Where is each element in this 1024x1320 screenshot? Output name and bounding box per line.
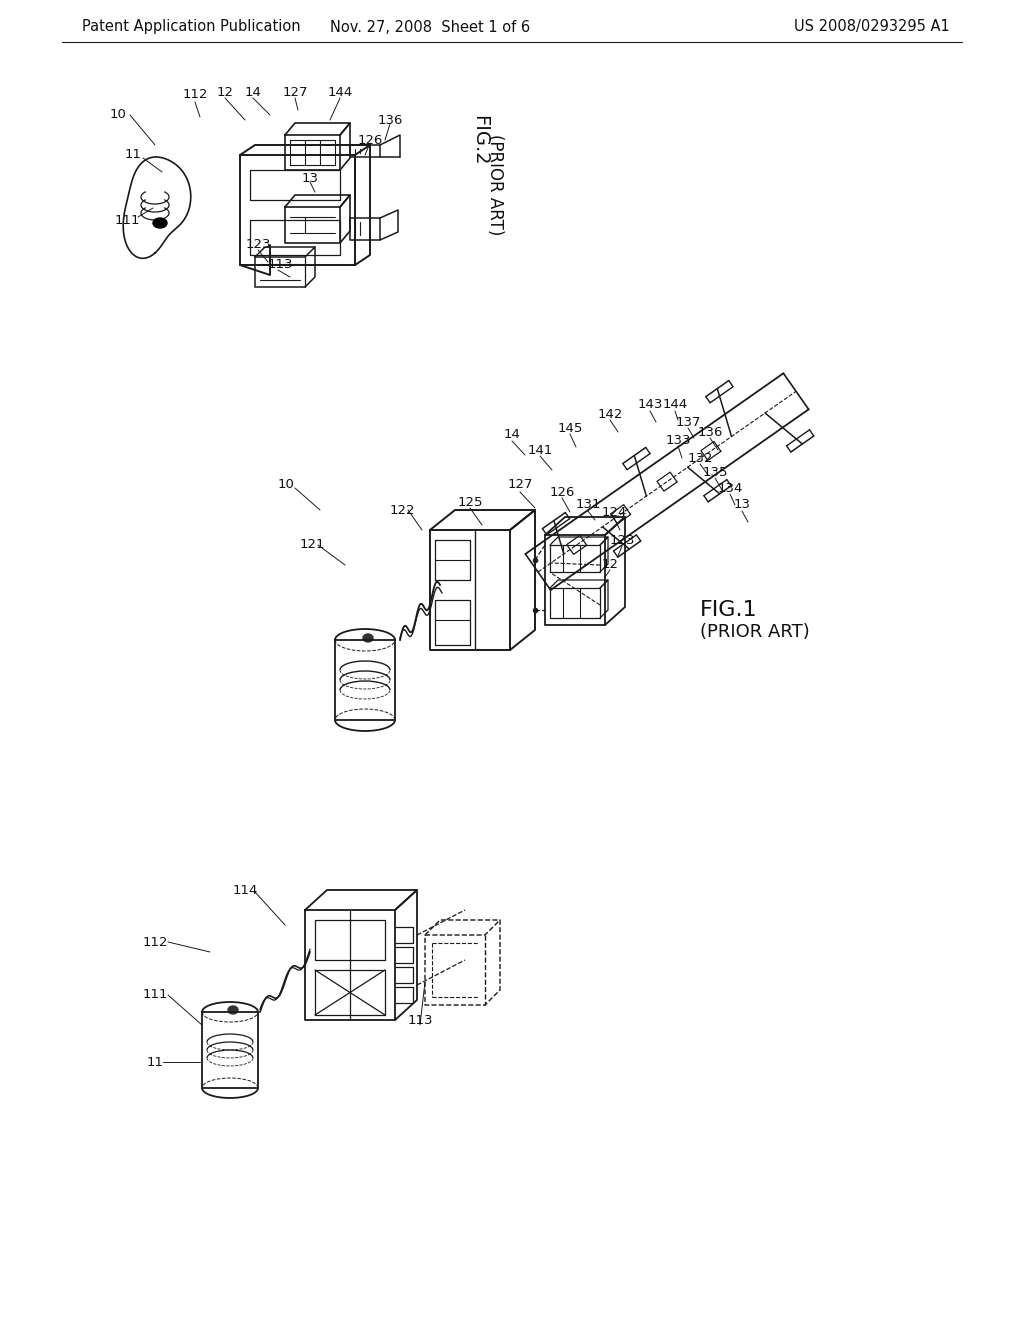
Text: (PRIOR ART): (PRIOR ART) [700, 623, 810, 642]
Ellipse shape [153, 218, 167, 228]
Text: 112: 112 [142, 936, 168, 949]
Text: 111: 111 [142, 989, 168, 1002]
Text: 11: 11 [125, 149, 142, 161]
Text: 14: 14 [245, 86, 261, 99]
Text: 112: 112 [182, 88, 208, 102]
Text: 142: 142 [597, 408, 623, 421]
Text: 123: 123 [246, 239, 270, 252]
Text: 13: 13 [733, 499, 751, 511]
Text: 13: 13 [301, 172, 318, 185]
Ellipse shape [362, 634, 373, 642]
Text: 136: 136 [697, 425, 723, 438]
Text: 121: 121 [300, 539, 326, 552]
Text: FIG.2: FIG.2 [470, 115, 489, 165]
Text: 134: 134 [718, 482, 742, 495]
Text: 12: 12 [601, 558, 618, 572]
Text: 132: 132 [687, 451, 713, 465]
Text: 131: 131 [575, 499, 601, 511]
Text: 11: 11 [146, 1056, 164, 1068]
Text: 145: 145 [557, 421, 583, 434]
Text: 127: 127 [507, 479, 532, 491]
Text: Nov. 27, 2008  Sheet 1 of 6: Nov. 27, 2008 Sheet 1 of 6 [330, 20, 530, 34]
Text: 124: 124 [601, 506, 627, 519]
Text: 113: 113 [267, 259, 293, 272]
Text: 143: 143 [637, 399, 663, 412]
Text: 10: 10 [110, 108, 127, 121]
Text: 114: 114 [232, 883, 258, 896]
Text: (PRIOR ART): (PRIOR ART) [486, 135, 504, 236]
Text: 122: 122 [390, 503, 416, 516]
Text: 141: 141 [527, 444, 553, 457]
Text: 111: 111 [115, 214, 140, 227]
Text: 133: 133 [666, 433, 691, 446]
Text: 123: 123 [609, 533, 635, 546]
Text: 144: 144 [663, 399, 688, 412]
Text: 144: 144 [328, 86, 352, 99]
Text: 135: 135 [702, 466, 728, 479]
Text: 14: 14 [504, 429, 520, 441]
Text: 136: 136 [377, 114, 402, 127]
Text: US 2008/0293295 A1: US 2008/0293295 A1 [795, 20, 950, 34]
Text: 10: 10 [278, 479, 295, 491]
Text: Patent Application Publication: Patent Application Publication [82, 20, 301, 34]
Text: FIG.1: FIG.1 [700, 601, 758, 620]
Text: 126: 126 [549, 486, 574, 499]
Text: 126: 126 [357, 133, 383, 147]
Text: 125: 125 [458, 495, 482, 508]
Text: 127: 127 [283, 86, 308, 99]
Text: 137: 137 [675, 416, 700, 429]
Text: 12: 12 [216, 86, 233, 99]
Ellipse shape [228, 1006, 238, 1014]
Text: 113: 113 [408, 1014, 433, 1027]
